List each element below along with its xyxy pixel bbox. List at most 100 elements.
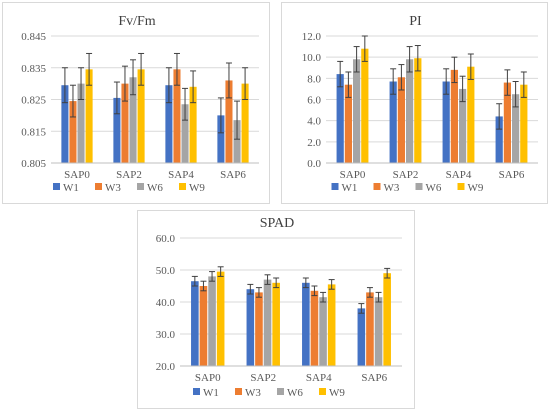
bar-w3-sap0 <box>69 101 77 163</box>
error-bar-w3-sap0 <box>200 280 207 292</box>
bar-w3-sap6 <box>225 80 233 163</box>
error-bar-w3-sap6 <box>504 69 511 96</box>
y-tick-label: 40.0 <box>156 297 176 309</box>
bar-w9-sap2 <box>414 58 422 163</box>
chart-fv-fm-svg: Fv/Fm 0.805 0.815 0.825 0.835 0.845 SAP0 SAP2 SA… <box>21 14 259 194</box>
legend-swatch-w6 <box>137 183 144 190</box>
error-bar-w6-sap6 <box>234 100 241 140</box>
x-tick-label: SAP4 <box>168 169 194 181</box>
bar-w1-sap0 <box>61 85 69 163</box>
bar-w3-sap6 <box>503 82 511 163</box>
y-tick-label: 30.0 <box>156 329 176 341</box>
error-bar-w6-sap4 <box>182 87 189 121</box>
error-bar-w9-sap4 <box>190 70 197 104</box>
error-bar-w3-sap6 <box>225 62 232 99</box>
y-tick-label: 50.0 <box>156 265 176 277</box>
error-bar-w3-sap0 <box>345 71 352 98</box>
legend-label-w3: W3 <box>384 182 400 194</box>
error-bar-w1-sap6 <box>358 303 365 314</box>
y-tick-label: 2.0 <box>307 137 321 149</box>
legend-swatch-w6 <box>277 388 284 395</box>
error-bar-w9-sap6 <box>520 71 527 98</box>
bar-w3-sap2 <box>255 292 263 366</box>
legend-swatch-w1 <box>193 388 200 395</box>
bar-w9-sap0 <box>216 271 225 366</box>
error-bar-w9-sap0 <box>361 35 368 62</box>
chart-title: PI <box>409 14 422 29</box>
bar-w6-sap4 <box>319 297 327 366</box>
legend-label-w3: W3 <box>245 387 261 399</box>
bar-w9-sap2 <box>272 282 280 366</box>
error-bar-w1-sap2 <box>113 81 120 115</box>
bar-w6-sap4 <box>181 104 189 163</box>
error-bar-w9-sap2 <box>273 277 280 289</box>
x-tick-label: SAP0 <box>64 169 90 181</box>
error-bar-w1-sap6 <box>217 97 224 134</box>
legend-swatch-w9 <box>179 183 186 190</box>
error-bar-w9-sap0 <box>86 52 93 86</box>
bar-w1-sap4 <box>302 282 310 366</box>
bar-w3-sap4 <box>450 69 458 163</box>
error-bar-w1-sap4 <box>443 68 450 95</box>
x-tick-label: SAP0 <box>340 169 366 181</box>
error-bar-w6-sap6 <box>512 81 519 108</box>
x-tick-label: SAP4 <box>446 169 472 181</box>
legend-swatch-w1 <box>331 183 339 190</box>
error-bar-w6-sap2 <box>264 274 271 285</box>
bar-w9-sap4 <box>189 86 197 163</box>
error-bar-w9-sap4 <box>328 279 335 290</box>
legend-label-w9: W9 <box>189 182 205 194</box>
bar-w1-sap6 <box>495 116 503 163</box>
chart-pi-svg: PI 0.0 2.0 4.0 6.0 8.0 10.0 12.0 SAP0 SAP2 SAP4 SAP… <box>302 14 538 194</box>
chart-title: SPAD <box>260 216 295 231</box>
legend-label-w6: W6 <box>287 387 303 399</box>
bar-w6-sap6 <box>233 120 241 163</box>
bar-w9-sap6 <box>520 84 528 163</box>
bar-w9-sap6 <box>241 83 249 163</box>
y-tick-label: 6.0 <box>307 95 321 107</box>
error-bar-w3-sap2 <box>398 64 405 91</box>
y-tick-label: 0.825 <box>21 95 46 107</box>
bar-w6-sap0 <box>353 59 361 163</box>
x-tick-label: SAP2 <box>393 169 419 181</box>
bar-w1-sap2 <box>389 81 397 163</box>
legend-swatch-w3 <box>95 183 102 190</box>
error-bar-w3-sap2 <box>121 65 128 102</box>
error-bar-w1-sap4 <box>302 277 309 289</box>
error-bar-w6-sap0 <box>78 67 85 100</box>
bar-w1-sap2 <box>246 289 255 366</box>
bar-w3-sap2 <box>397 77 405 163</box>
bar-w1-sap4 <box>442 81 450 163</box>
chart-panel-pi: PI 0.0 2.0 4.0 6.0 8.0 10.0 12.0 SAP0 SAP2 SAP4 SAP… <box>281 2 548 204</box>
y-tick-label: 0.805 <box>21 158 46 170</box>
bar-w6-sap6 <box>512 94 520 163</box>
bar-w3-sap6 <box>366 292 374 366</box>
error-bar-w9-sap2 <box>414 45 421 72</box>
y-tick-label: 0.815 <box>21 126 46 138</box>
legend-swatch-w6 <box>415 183 423 190</box>
bar-w9-sap2 <box>137 69 145 163</box>
y-tick-label: 4.0 <box>307 116 321 128</box>
error-bar-w6-sap2 <box>130 59 137 96</box>
error-bar-w6-sap0 <box>209 271 216 282</box>
chart-title: Fv/Fm <box>118 14 155 29</box>
bar-w1-sap2 <box>113 97 121 163</box>
error-bar-w3-sap2 <box>255 287 262 298</box>
legend-label-w9: W9 <box>329 387 345 399</box>
error-bar-w1-sap2 <box>390 68 397 95</box>
error-bar-w1-sap0 <box>61 67 68 104</box>
bar-w9-sap4 <box>327 284 336 366</box>
bar-w6-sap2 <box>263 279 272 366</box>
error-bar-w9-sap4 <box>467 53 474 80</box>
error-bar-w1-sap4 <box>165 67 172 104</box>
error-bar-w3-sap0 <box>69 84 76 118</box>
x-tick-label: SAP0 <box>195 372 221 384</box>
legend-label-w6: W6 <box>147 182 163 194</box>
error-bar-w1-sap0 <box>337 60 344 88</box>
error-bar-w3-sap6 <box>366 287 373 298</box>
legend-label-w1: W1 <box>63 182 79 194</box>
y-tick-label: 60.0 <box>156 233 176 245</box>
error-bar-w9-sap0 <box>217 266 224 277</box>
legend-label-w9: W9 <box>468 182 484 194</box>
legend-swatch-w1 <box>53 183 60 190</box>
